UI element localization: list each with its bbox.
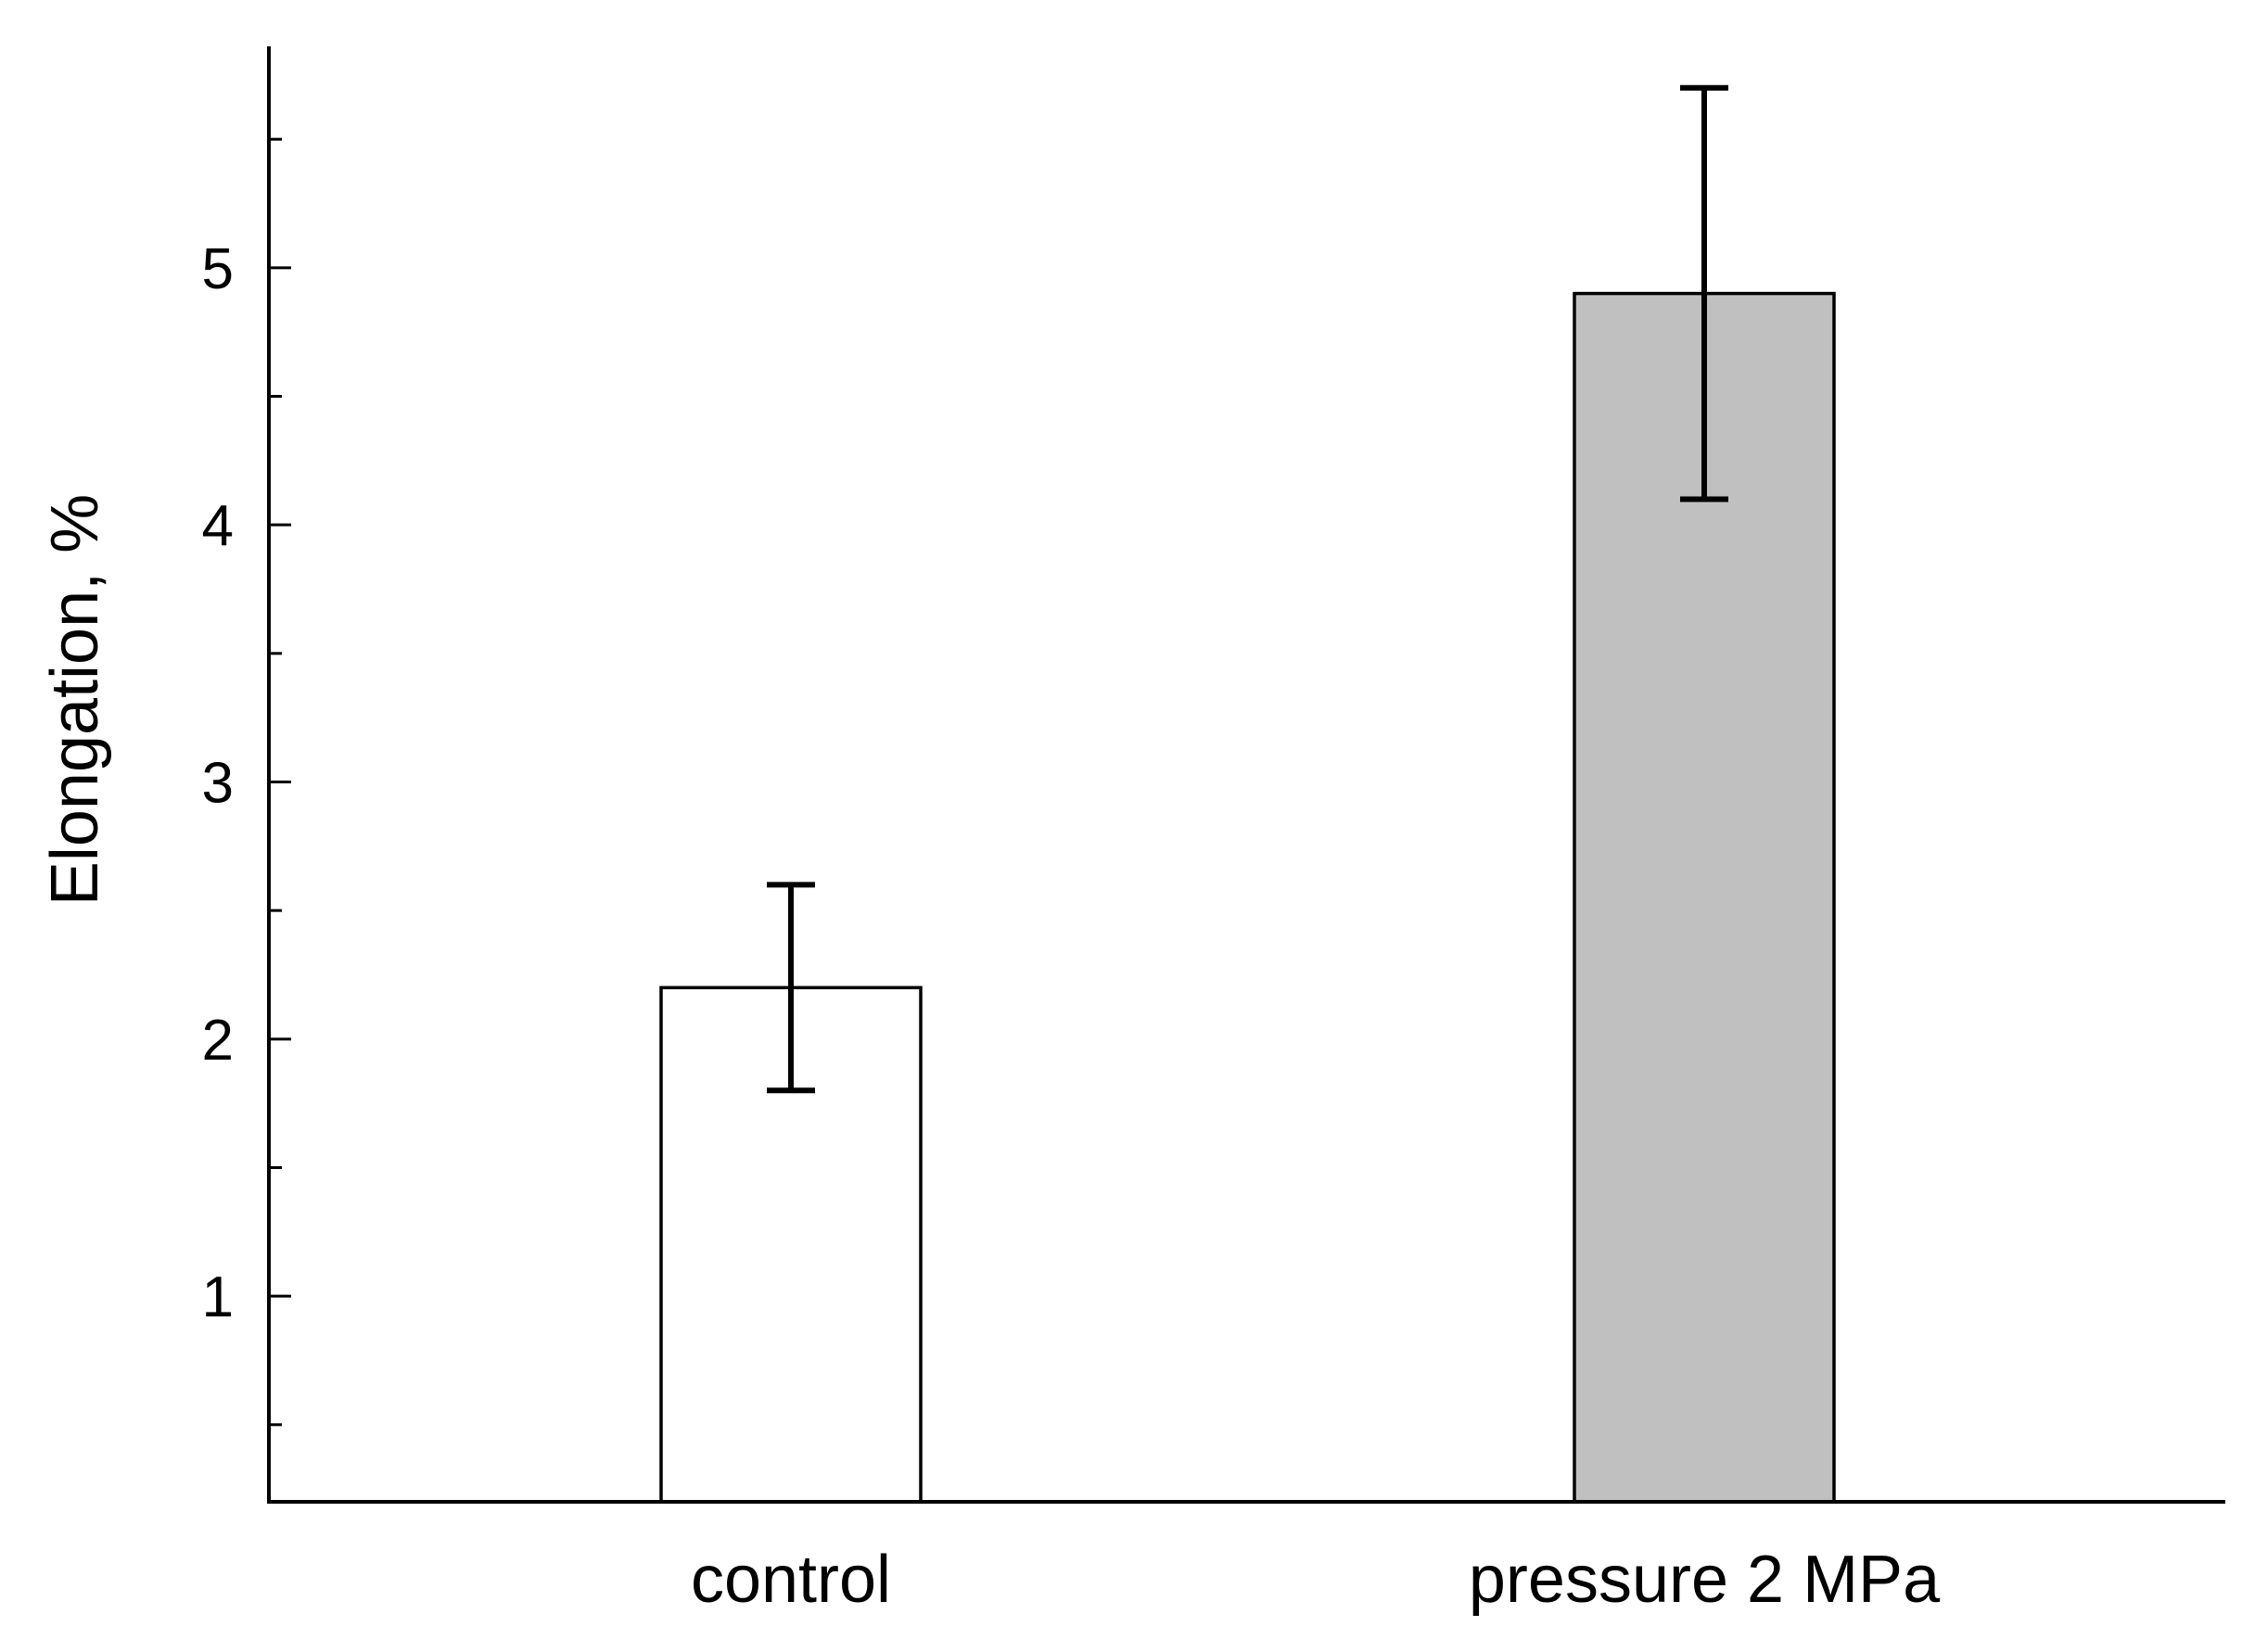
axes-layer <box>267 46 2225 1504</box>
x-tick-label: pressure 2 MPa <box>1469 1543 1941 1617</box>
y-tick-label: 4 <box>202 494 234 558</box>
y-tick-label: 2 <box>202 1009 234 1073</box>
y-ticks-layer: 1 2 3 4 5 <box>202 137 291 1427</box>
y-tick-label: 1 <box>202 1265 234 1329</box>
bars-layer <box>659 291 1836 1504</box>
y-axis-title: Elongation, % <box>38 494 112 906</box>
y-tick-label: 5 <box>202 237 234 301</box>
x-tick-label: control <box>691 1543 891 1617</box>
y-tick-label: 3 <box>202 752 234 816</box>
x-tick-labels-layer: control pressure 2 MPa <box>691 1543 1941 1617</box>
error-bars-layer <box>767 84 1728 1094</box>
